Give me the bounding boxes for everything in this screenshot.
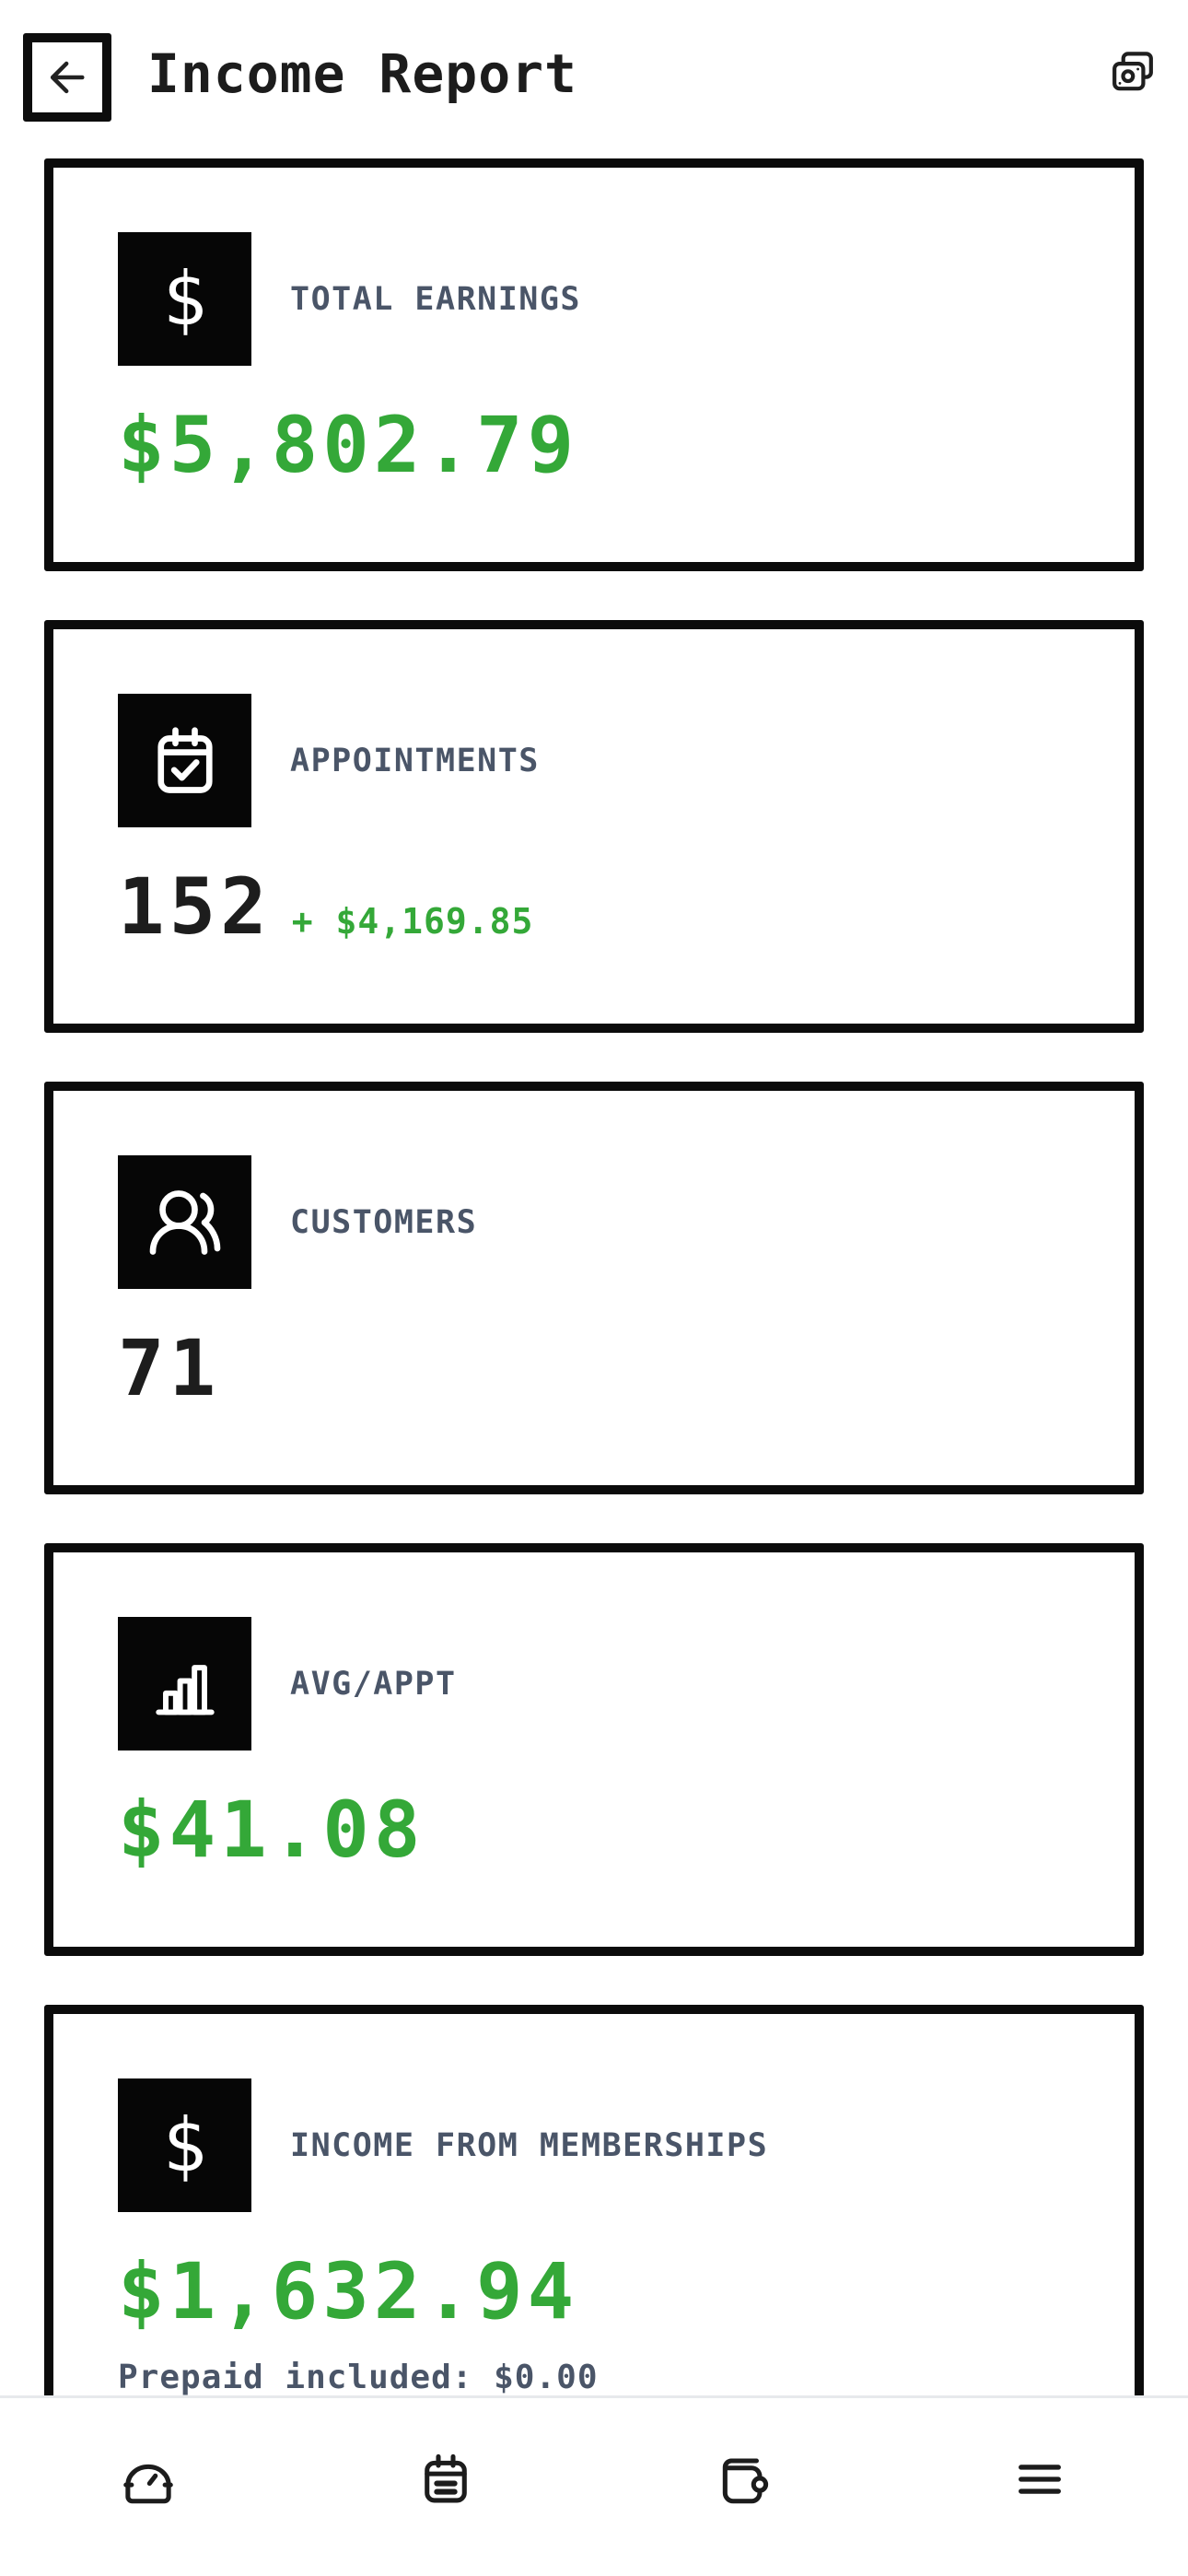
dollar-sign-icon: $ bbox=[118, 2078, 251, 2212]
page-title: Income Report bbox=[147, 42, 577, 105]
calendar-icon bbox=[424, 2453, 467, 2503]
arrow-left-icon bbox=[50, 61, 85, 94]
card-label: TOTAL EARNINGS bbox=[290, 280, 582, 318]
nav-menu[interactable] bbox=[1007, 2450, 1072, 2514]
back-button[interactable] bbox=[23, 33, 111, 122]
cash-icon bbox=[1112, 52, 1153, 91]
card-label: INCOME FROM MEMBERSHIPS bbox=[290, 2126, 769, 2164]
card-value: 71 bbox=[118, 1323, 221, 1413]
card-value: $5,802.79 bbox=[118, 400, 579, 490]
card-value: $1,632.94 bbox=[118, 2246, 579, 2336]
card-label: CUSTOMERS bbox=[290, 1203, 478, 1241]
dollar-sign-icon: $ bbox=[118, 232, 251, 366]
card-delta: + $4,169.85 bbox=[291, 901, 534, 942]
wallet-icon bbox=[723, 2458, 769, 2504]
stats-list: $ TOTAL EARNINGS $5,802.79 APPOINTMENTS … bbox=[0, 158, 1188, 2576]
users-icon bbox=[118, 1155, 251, 1289]
card-appointments: APPOINTMENTS 152 + $4,169.85 bbox=[44, 620, 1144, 1033]
bar-chart-icon bbox=[118, 1617, 251, 1751]
gauge-icon bbox=[123, 2464, 174, 2504]
nav-calendar[interactable] bbox=[413, 2450, 478, 2514]
card-total-earnings: $ TOTAL EARNINGS $5,802.79 bbox=[44, 158, 1144, 571]
card-customers: CUSTOMERS 71 bbox=[44, 1082, 1144, 1494]
card-value: $41.08 bbox=[118, 1785, 425, 1875]
card-note: Prepaid included: $0.00 bbox=[118, 2358, 599, 2396]
nav-wallet[interactable] bbox=[710, 2450, 775, 2514]
menu-icon bbox=[1018, 2465, 1061, 2494]
card-label: APPOINTMENTS bbox=[290, 742, 540, 779]
card-label: AVG/APPT bbox=[290, 1665, 457, 1703]
cash-report-button[interactable] bbox=[1105, 46, 1160, 98]
nav-dashboard[interactable] bbox=[116, 2450, 181, 2514]
card-value: 152 bbox=[118, 861, 272, 952]
card-avg-per-appt: AVG/APPT $41.08 bbox=[44, 1543, 1144, 1956]
header: Income Report bbox=[0, 0, 1188, 158]
bottom-navbar bbox=[0, 2395, 1188, 2576]
calendar-check-icon bbox=[118, 694, 251, 827]
